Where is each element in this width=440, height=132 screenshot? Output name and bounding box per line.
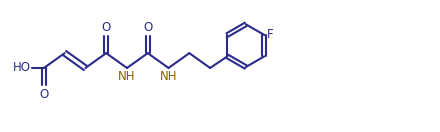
Text: HO: HO (13, 62, 31, 74)
Text: O: O (39, 88, 48, 101)
Text: F: F (267, 29, 273, 41)
Text: NH: NH (160, 70, 177, 82)
Text: O: O (143, 21, 152, 34)
Text: O: O (102, 21, 111, 34)
Text: NH: NH (118, 70, 136, 82)
